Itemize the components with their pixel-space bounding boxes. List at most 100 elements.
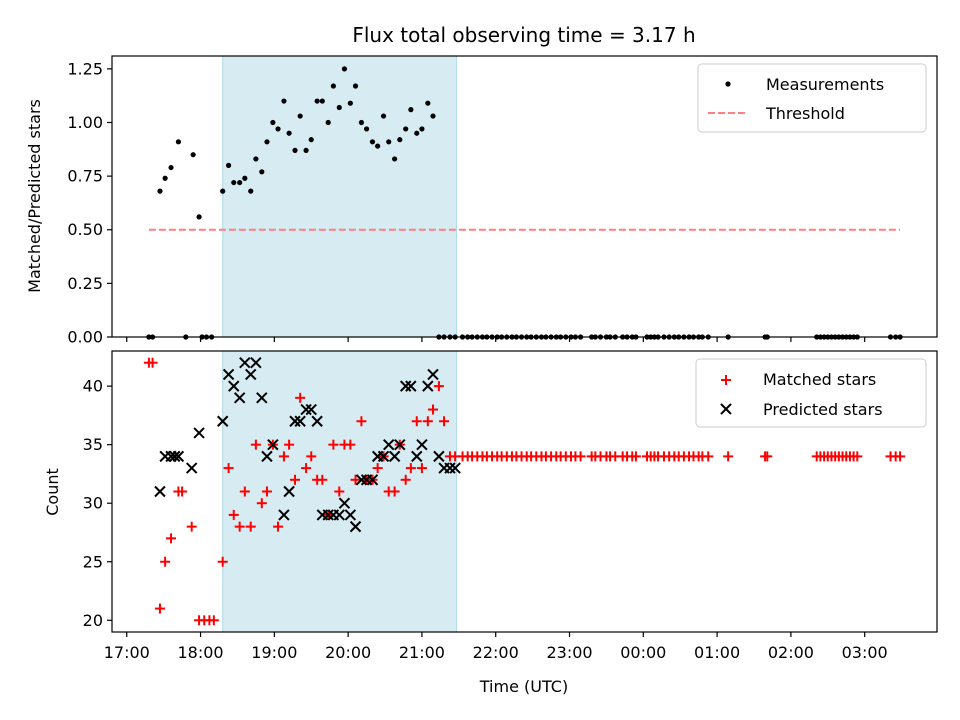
measurement-point	[392, 156, 398, 162]
measurement-point	[419, 126, 425, 132]
top-shaded-span	[222, 55, 458, 338]
measurement-point	[380, 113, 387, 119]
measurement-point	[408, 107, 414, 113]
top-axes-frame	[111, 55, 938, 338]
matched-star-point	[306, 451, 317, 462]
predicted-star-point	[377, 450, 390, 463]
matched-star-point	[439, 416, 450, 427]
bottom-xtick-label: 23:00	[546, 643, 592, 662]
predicted-star-point	[399, 380, 412, 392]
predicted-star-stroke	[222, 368, 235, 381]
bottom-xtick-label: 20:00	[325, 643, 371, 662]
predicted-star-point	[344, 509, 357, 521]
bottom-ytick-label: 25	[83, 552, 103, 571]
predicted-star-point	[416, 438, 428, 451]
predicted-star-stroke	[169, 450, 181, 463]
predicted-star-point	[422, 380, 434, 392]
matched-star-point	[239, 486, 250, 497]
measurement-point	[248, 188, 254, 194]
predicted-star-stroke	[411, 450, 423, 463]
predicted-star-point	[256, 392, 268, 404]
predicted-star-stroke	[228, 380, 240, 392]
bottom-xtick-label: 01:00	[694, 643, 740, 662]
matched-star-point	[372, 463, 383, 474]
matched-star-point	[575, 451, 586, 462]
predicted-star-point	[411, 450, 423, 463]
measurement-point	[397, 137, 403, 143]
measurement-point	[330, 83, 336, 89]
top-legend: Measurements Threshold	[697, 63, 927, 133]
predicted-star-stroke	[172, 450, 185, 463]
bottom-ytick-label: 30	[83, 494, 103, 513]
predicted-star-point	[154, 485, 166, 498]
predicted-star-stroke	[322, 509, 334, 521]
measurement-point	[168, 164, 174, 171]
matched-star-point	[405, 463, 416, 474]
predicted-star-stroke	[154, 485, 166, 498]
measurement-point	[341, 66, 348, 72]
matched-star-point	[852, 451, 863, 462]
predicted-star-point	[405, 380, 417, 392]
bottom-xtick-label: 21:00	[399, 643, 445, 662]
legend-measurements-label: Measurements	[766, 75, 884, 94]
measurement-point	[375, 143, 381, 149]
legend-matched-label: Matched stars	[763, 370, 876, 389]
predicted-star-point	[250, 357, 262, 369]
predicted-star-point	[427, 368, 439, 381]
measurement-point	[196, 214, 202, 220]
measurement-point	[303, 147, 309, 153]
matched-star-point	[177, 486, 188, 497]
top-ytick-label: 0.00	[67, 328, 103, 347]
predicted-star-stroke	[256, 392, 268, 404]
chart-title: Flux total observing time = 3.17 h	[352, 23, 695, 47]
predicted-star-stroke	[383, 438, 395, 451]
predicted-star-point	[185, 462, 198, 474]
measurement-point	[253, 156, 259, 162]
predicted-star-point	[289, 415, 301, 427]
predicted-star-stroke	[427, 368, 439, 381]
measurement-point	[237, 179, 243, 186]
predicted-star-point	[449, 462, 461, 474]
measurement-point	[275, 126, 281, 132]
predicted-star-point	[216, 415, 229, 427]
bottom-xtick-label: 18:00	[177, 643, 223, 662]
measurement-point	[281, 98, 287, 104]
matched-star-point	[356, 416, 367, 427]
top-ylabel: Matched/Predicted stars	[25, 99, 44, 293]
predicted-star-point	[338, 497, 351, 509]
measurement-point	[259, 169, 265, 175]
matched-star-point	[328, 439, 339, 450]
measurement-point	[369, 139, 376, 145]
bottom-ytick-label: 35	[83, 435, 103, 454]
predicted-star-stroke	[267, 438, 279, 451]
top-ytick-label: 0.25	[67, 274, 103, 293]
measurement-point	[336, 104, 342, 111]
predicted-star-point	[193, 427, 205, 439]
bottom-ylabel: Count	[43, 468, 62, 516]
matched-star-point	[147, 357, 158, 368]
predicted-star-stroke	[344, 509, 357, 521]
predicted-star-stroke	[399, 380, 412, 392]
measurement-point	[430, 113, 436, 119]
predicted-star-point	[444, 462, 456, 474]
bottom-xtick-label: 03:00	[842, 643, 888, 662]
measurement-point	[242, 175, 248, 181]
measurement-point	[231, 179, 237, 186]
measurement-point	[162, 175, 168, 181]
measurement-point	[319, 98, 325, 104]
matched-star-point	[278, 451, 289, 462]
measurement-point	[425, 100, 431, 106]
predicted-star-stroke	[283, 485, 295, 498]
legend-threshold-label: Threshold	[765, 104, 845, 123]
predicted-star-stroke	[416, 438, 428, 451]
measurement-point	[363, 126, 370, 132]
predicted-star-stroke	[338, 497, 351, 509]
matched-star-point	[433, 381, 444, 392]
predicted-star-stroke	[216, 415, 229, 427]
predicted-star-stroke	[305, 403, 317, 416]
predicted-star-point	[300, 403, 312, 416]
predicted-star-stroke	[233, 392, 246, 404]
matched-star-point	[154, 603, 165, 614]
matched-star-point	[350, 474, 361, 485]
